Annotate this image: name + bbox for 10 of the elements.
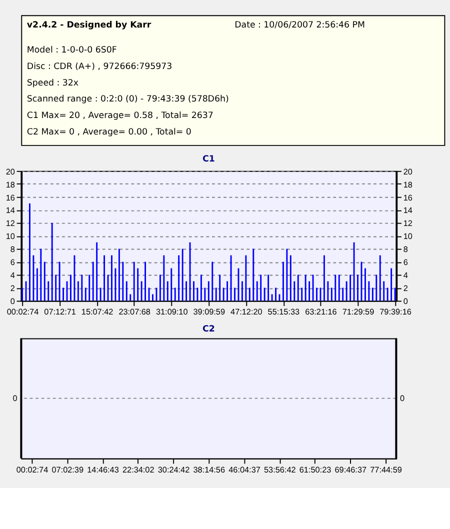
text: C2 Max= 0 , Average= 0.00 , Total= 0: [26, 127, 192, 138]
text: Speed : 32x: [26, 78, 79, 88]
text: C1 Max= 20 , Average= 0.58 , Total= 2637: [26, 111, 214, 122]
text: v2.4.2 - Designed by Karr: [26, 20, 152, 31]
chart-title: C1: [202, 154, 215, 164]
text: Disc : CDR (A+) , 972666:795973: [26, 62, 172, 72]
text: Model : 1-0-0-0 6S0F: [26, 46, 117, 56]
text: C2: [202, 324, 215, 334]
text: Scanned range : 0:2:0 (0) - 79:43:39 (578D6h): [26, 94, 229, 105]
text: Date : 10/06/2007 2:56:46 PM: [234, 20, 365, 31]
